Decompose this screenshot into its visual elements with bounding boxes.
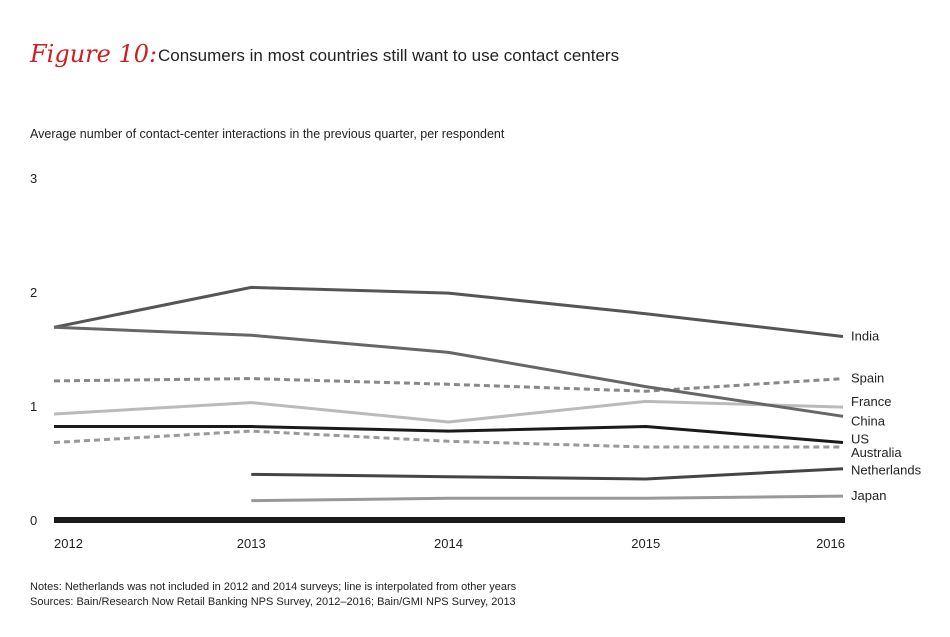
x-tick-label: 2014 xyxy=(434,536,463,551)
series-line-france xyxy=(53,399,844,424)
x-tick-label: 2015 xyxy=(631,536,660,551)
y-tick-label: 0 xyxy=(30,513,37,528)
sources-line: Sources: Bain/Research Now Retail Bankin… xyxy=(30,596,516,608)
series-line-australia xyxy=(53,429,843,449)
series-label-netherlands: Netherlands xyxy=(851,463,922,478)
series-label-india: India xyxy=(851,328,880,343)
chart-title: Consumers in most countries still want t… xyxy=(158,46,620,65)
series-line-netherlands xyxy=(251,467,844,481)
series-label-spain: Spain xyxy=(851,371,884,386)
series-label-us: US xyxy=(851,431,869,446)
figure-label: Figure 10: xyxy=(30,40,158,68)
notes: Notes: Netherlands was not included in 2… xyxy=(30,580,516,610)
series-label-australia: Australia xyxy=(851,445,902,460)
y-tick-label: 2 xyxy=(30,285,37,300)
y-axis-label: Average number of contact-center interac… xyxy=(30,127,505,141)
series-line-spain xyxy=(53,377,844,393)
x-tick-label: 2016 xyxy=(816,536,845,551)
x-axis-ticks: 2012 2013 2014 2015 2016 xyxy=(54,536,845,551)
notes-line: Notes: Netherlands was not included in 2… xyxy=(30,581,517,593)
series-line-japan xyxy=(251,494,844,503)
series-line-us xyxy=(54,425,844,444)
y-axis-ticks: 0 1 2 3 xyxy=(30,171,37,528)
series-label-japan: Japan xyxy=(851,488,886,503)
y-tick-label: 3 xyxy=(30,171,37,186)
series-line-china xyxy=(53,325,844,418)
series-lines xyxy=(53,285,844,503)
series-label-china: China xyxy=(851,413,886,428)
y-tick-label: 1 xyxy=(30,399,37,414)
series-label-france: France xyxy=(851,394,891,409)
x-tick-label: 2013 xyxy=(237,536,266,551)
series-line-india xyxy=(53,285,844,338)
x-tick-label: 2012 xyxy=(54,536,83,551)
